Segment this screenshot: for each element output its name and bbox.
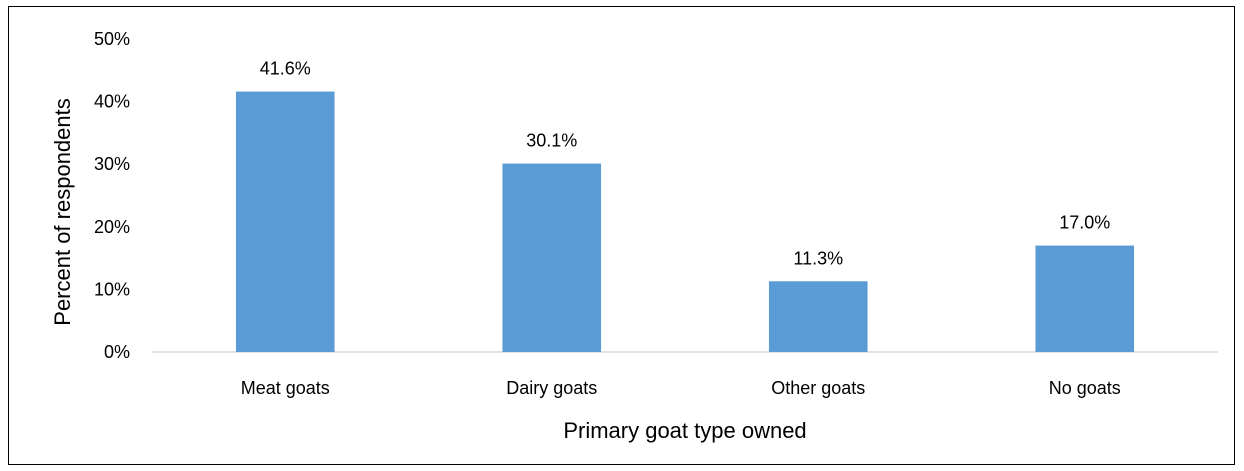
y-tick-label: 50% [94,29,130,49]
x-tick-label: Dairy goats [506,378,597,398]
x-tick-label: Other goats [771,378,865,398]
x-axis-title: Primary goat type owned [563,418,806,443]
bar [768,281,868,352]
x-axis-ticks: Meat goats Dairy goats Other goats No goats [241,378,1121,398]
y-tick-label: 10% [94,279,130,299]
y-tick-label: 20% [94,217,130,237]
y-axis-ticks: 0% 10% 20% 30% 40% 50% [94,29,130,362]
y-tick-label: 40% [94,92,130,112]
bar [502,163,602,352]
data-label: 30.1% [526,131,577,151]
x-tick-label: No goats [1049,378,1121,398]
bar [1035,245,1135,352]
data-label: 11.3% [793,248,843,268]
data-label: 41.6% [260,59,311,79]
chart-frame [8,6,1235,465]
y-axis-title: Percent of respondents [50,98,75,325]
bar [235,91,335,353]
y-tick-label: 30% [94,154,130,174]
bars: 41.6% 30.1% 11.3% 17.0% [235,59,1135,353]
x-tick-label: Meat goats [241,378,330,398]
y-tick-label: 0% [104,342,130,362]
data-label: 17.0% [1059,213,1110,233]
